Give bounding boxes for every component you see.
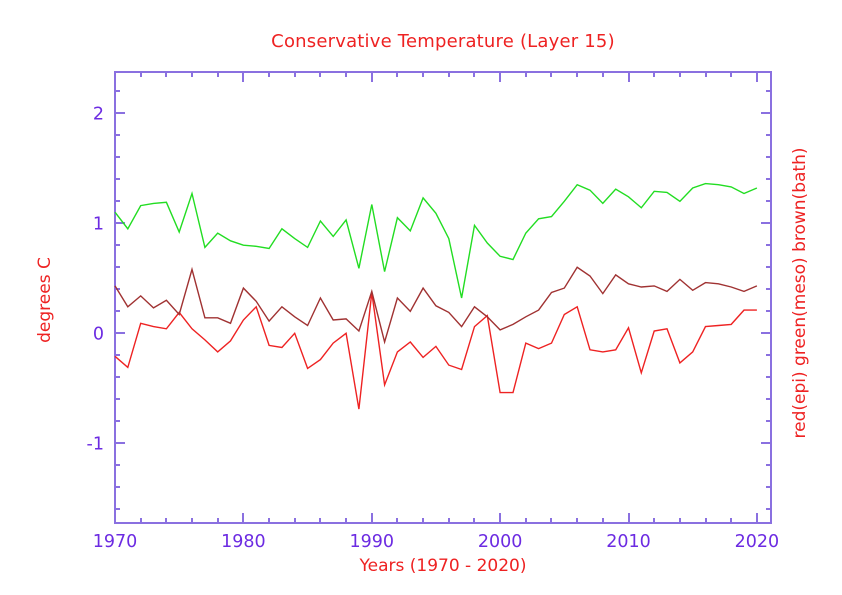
- series-line-epi: [114, 292, 757, 410]
- series-line-meso: [114, 182, 758, 299]
- x-axis-label: Years (1970 - 2020): [359, 556, 527, 576]
- axis-frame: [114, 71, 772, 524]
- series-line-bath: [114, 266, 758, 345]
- x-tick-label: 2010: [606, 532, 651, 552]
- y-tick-label: 2: [93, 104, 104, 124]
- chart-title: Conservative Temperature (Layer 15): [271, 31, 615, 52]
- x-tick-label: 1980: [221, 532, 266, 552]
- x-tick-label: 1970: [93, 532, 138, 552]
- y-axis-label-left: degrees C: [35, 257, 55, 343]
- y-tick-label: 0: [93, 324, 104, 344]
- x-tick-label: 2000: [478, 532, 523, 552]
- y-tick-label: -1: [87, 434, 104, 454]
- x-tick-label: 1990: [349, 532, 394, 552]
- y-tick-label: 1: [93, 214, 104, 234]
- x-tick-label: 2020: [735, 532, 780, 552]
- y-axis-label-right: red(epi) green(meso) brown(bath): [790, 147, 810, 439]
